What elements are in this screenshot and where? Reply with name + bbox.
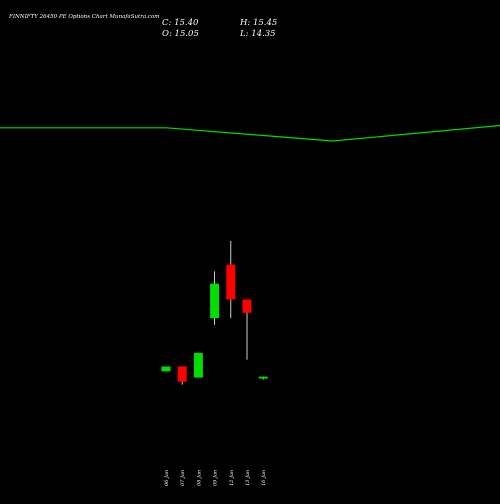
candle-body: [161, 366, 171, 372]
candle-body: [193, 352, 203, 378]
candle-06-jan: [161, 366, 171, 372]
open-value: O: 15.05: [162, 29, 199, 39]
x-tick-label: 13 Jan: [245, 470, 251, 486]
candles-layer: [161, 240, 268, 385]
candle-09-jan: [210, 271, 220, 325]
x-axis-labels: 06 Jan 07 Jan 08 Jan 09 Jan 12 Jan 13 Jan 16 J…: [164, 470, 267, 486]
candle-body: [226, 264, 236, 300]
candle-body: [210, 283, 220, 319]
x-tick-label: 12 Jan: [229, 470, 235, 486]
high-value: H: 15.45: [239, 18, 277, 28]
candle-08-jan: [193, 352, 203, 378]
overlay-line: [0, 124, 500, 142]
close-value: C: 15.40: [162, 18, 199, 28]
overlay-line-layer: [0, 124, 500, 142]
x-tick-label: 08 Jan: [196, 470, 202, 486]
x-tick-label: 16 Jan: [261, 470, 267, 486]
candle-body: [258, 376, 268, 379]
candle-13-jan: [242, 299, 252, 360]
x-tick-label: 09 Jan: [213, 470, 219, 486]
candle-body: [177, 366, 187, 382]
x-tick-label: 06 Jan: [164, 470, 170, 486]
candle-12-jan: [226, 240, 236, 319]
candle-body: [242, 299, 252, 313]
candle-16-jan: [258, 376, 268, 380]
low-value: L: 14.35: [239, 29, 276, 39]
x-tick-label: 07 Jan: [180, 470, 186, 486]
chart-title: FINNIFTY 26450 PE Options Chart MunafaSu…: [8, 14, 160, 20]
candle-07-jan: [177, 366, 187, 385]
